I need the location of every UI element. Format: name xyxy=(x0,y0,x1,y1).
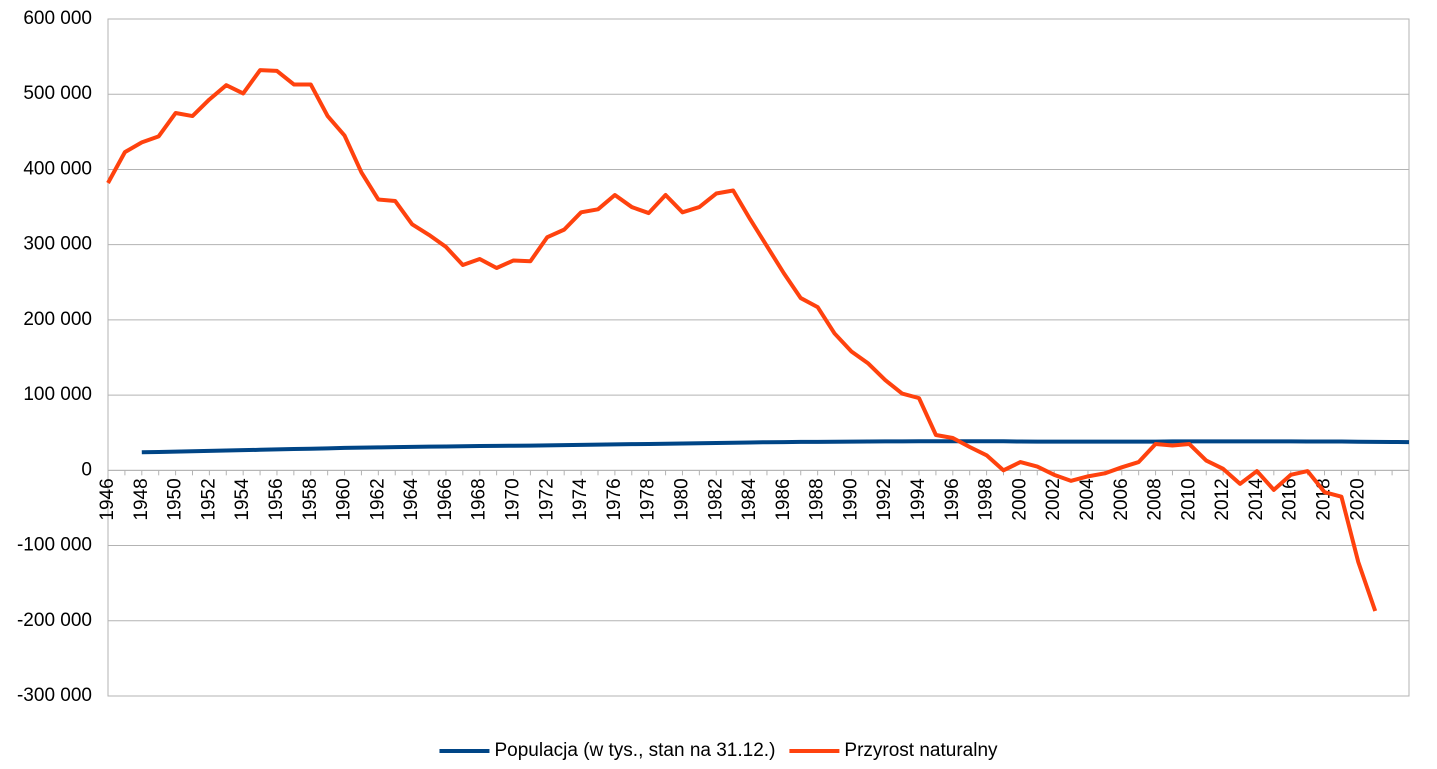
y-tick-label: 400 000 xyxy=(23,158,92,179)
x-tick-label: 1968 xyxy=(469,478,490,520)
x-tick-label: 1948 xyxy=(131,478,152,520)
x-tick-label: 1976 xyxy=(604,478,625,520)
x-tick-label: 2002 xyxy=(1043,478,1064,520)
x-tick-label: 2004 xyxy=(1077,478,1098,521)
x-tick-label: 1970 xyxy=(503,478,524,520)
x-tick-label: 1980 xyxy=(671,478,692,520)
series-line xyxy=(106,68,1378,612)
x-tick-label: 2006 xyxy=(1111,478,1132,520)
x-tick-label: 1956 xyxy=(266,478,287,520)
legend-label: Przyrost naturalny xyxy=(844,740,998,761)
y-tick-label: 300 000 xyxy=(23,234,92,255)
y-tick-label: -300 000 xyxy=(17,685,92,706)
y-tick-label: 100 000 xyxy=(23,384,92,405)
x-tick-label: 1998 xyxy=(976,478,997,520)
x-tick-label: 1954 xyxy=(232,478,253,521)
x-tick-label: 1964 xyxy=(401,478,422,521)
x-tick-label: 2018 xyxy=(1314,478,1335,520)
x-tick-label: 1952 xyxy=(198,478,219,520)
x-tick-label: 2016 xyxy=(1280,478,1301,520)
y-tick-label: -200 000 xyxy=(17,610,92,631)
y-tick-label: 0 xyxy=(81,459,92,480)
y-tick-label: 500 000 xyxy=(23,83,92,104)
x-tick-label: 1986 xyxy=(773,478,794,520)
series-line xyxy=(141,439,1410,455)
x-tick-label: 1974 xyxy=(570,478,591,521)
x-tick-label: 1960 xyxy=(334,478,355,520)
legend-label: Populacja (w tys., stan na 31.12.) xyxy=(494,740,775,761)
x-tick-label: 2014 xyxy=(1246,478,1267,521)
x-tick-label: 2010 xyxy=(1178,478,1199,520)
y-tick-label: 600 000 xyxy=(23,8,92,29)
x-tick-label: 1958 xyxy=(300,478,321,520)
x-tick-label: 1950 xyxy=(165,478,186,520)
x-tick-label: 1966 xyxy=(435,478,456,520)
x-tick-label: 1992 xyxy=(874,478,895,520)
x-tick-label: 2020 xyxy=(1347,478,1368,520)
x-tick-label: 1994 xyxy=(908,478,929,521)
x-tick-label: 1988 xyxy=(807,478,828,520)
y-tick-label: 200 000 xyxy=(23,309,92,330)
y-tick-label: -100 000 xyxy=(17,535,92,556)
x-tick-label: 1946 xyxy=(97,478,118,520)
x-tick-label: 2008 xyxy=(1145,478,1166,520)
x-tick-label: 1978 xyxy=(638,478,659,520)
x-tick-label: 1962 xyxy=(367,478,388,520)
x-tick-label: 2012 xyxy=(1212,478,1233,520)
x-tick-label: 1982 xyxy=(705,478,726,520)
x-tick-label: 2000 xyxy=(1009,478,1030,520)
x-tick-label: 1990 xyxy=(840,478,861,520)
x-tick-label: 1996 xyxy=(942,478,963,520)
x-tick-label: 1972 xyxy=(536,478,557,520)
x-tick-label: 1984 xyxy=(739,478,760,521)
plot-border xyxy=(107,18,1410,697)
